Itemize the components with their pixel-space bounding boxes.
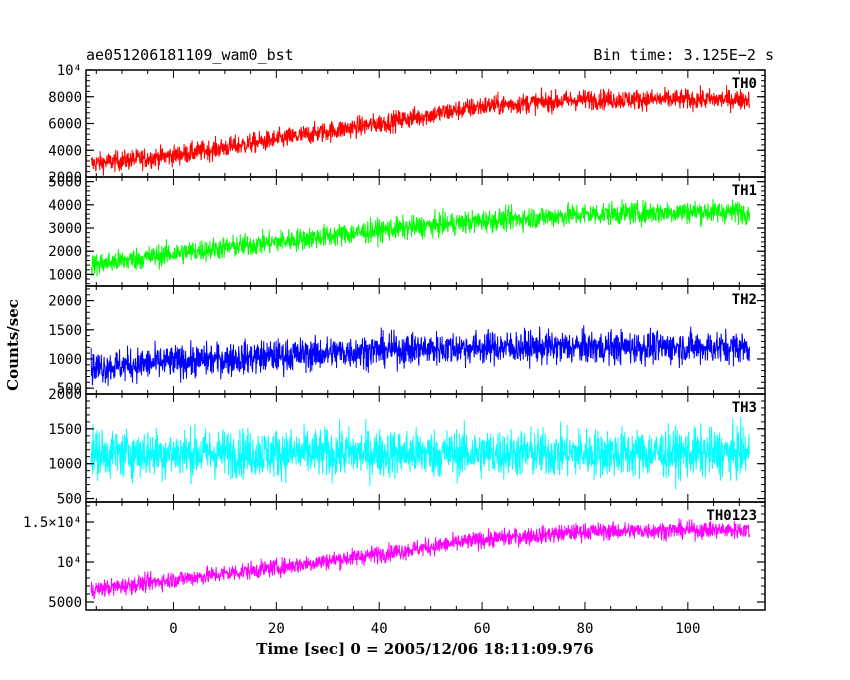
y-tick-label: 1500 [48, 323, 82, 339]
y-tick-label: 4000 [48, 143, 82, 159]
series-line-th2 [90, 325, 750, 386]
panel-label-th2: TH2 [732, 292, 757, 308]
y-tick-label: 4000 [48, 198, 82, 214]
panel-label-th0: TH0 [732, 76, 757, 92]
series-line-th0 [90, 85, 750, 176]
y-tick-label: 2000 [48, 387, 82, 403]
panels-group: 2000 4000 6000 8000 10⁴ TH0 1000 2000 3000 4000 50… [23, 63, 766, 611]
y-tick-label: 1500 [48, 422, 82, 438]
x-tick-label: 20 [268, 621, 285, 637]
observation-title: ae051206181109_wam0_bst [86, 46, 294, 64]
y-tick-label: 1000 [48, 352, 82, 368]
panel-label-th1: TH1 [732, 183, 757, 199]
y-tick-label: 2000 [48, 294, 82, 310]
panel-th0: 2000 4000 6000 8000 10⁴ TH0 [48, 63, 766, 186]
x-tick-label: 60 [474, 621, 491, 637]
panel-label-th0123: TH0123 [706, 508, 757, 524]
y-tick-label: 5000 [48, 175, 82, 191]
panel-frame [85, 501, 766, 611]
series-line-th1 [90, 199, 750, 277]
x-axis-title: Time [sec] 0 = 2005/12/06 18:11:09.976 [256, 640, 593, 658]
x-axis-labels: 0 20 40 60 80 100 [169, 621, 700, 637]
bin-time-label: Bin time: 3.125E−2 s [593, 46, 774, 64]
x-tick-label: 100 [675, 621, 700, 637]
y-tick-label: 500 [57, 492, 82, 508]
series-line-th0123 [90, 518, 750, 600]
y-tick-label: 1000 [48, 267, 82, 283]
y-tick-label: 5000 [48, 595, 82, 611]
panel-th0123: 5000 10⁴ 1.5×10⁴ TH0123 [23, 501, 766, 611]
panel-frame [85, 176, 766, 287]
y-tick-label: 10⁴ [57, 555, 82, 571]
x-tick-label: 40 [371, 621, 388, 637]
y-tick-label: 500 [57, 381, 82, 397]
y-tick-label: 6000 [48, 117, 82, 133]
panel-th1: 1000 2000 3000 4000 5000 TH1 [48, 175, 766, 287]
y-tick-label: 1000 [48, 457, 82, 473]
y-tick-label: 8000 [48, 90, 82, 106]
x-tick-label: 80 [577, 621, 594, 637]
panel-th2: 500 1000 1500 2000 TH2 [48, 285, 766, 397]
x-tick-label: 0 [169, 621, 177, 637]
y-tick-label: 2000 [48, 244, 82, 260]
y-tick-label: 3000 [48, 221, 82, 237]
y-tick-label: 1.5×10⁴ [23, 515, 82, 531]
series-line-th3 [90, 417, 750, 490]
y-tick-label: 2000 [48, 170, 82, 186]
y-axis-title: Counts/sec [4, 299, 22, 391]
panel-th3: 500 1000 1500 2000 TH3 [48, 387, 766, 508]
y-tick-label: 10⁴ [57, 63, 82, 79]
panel-label-th3: TH3 [732, 400, 757, 416]
